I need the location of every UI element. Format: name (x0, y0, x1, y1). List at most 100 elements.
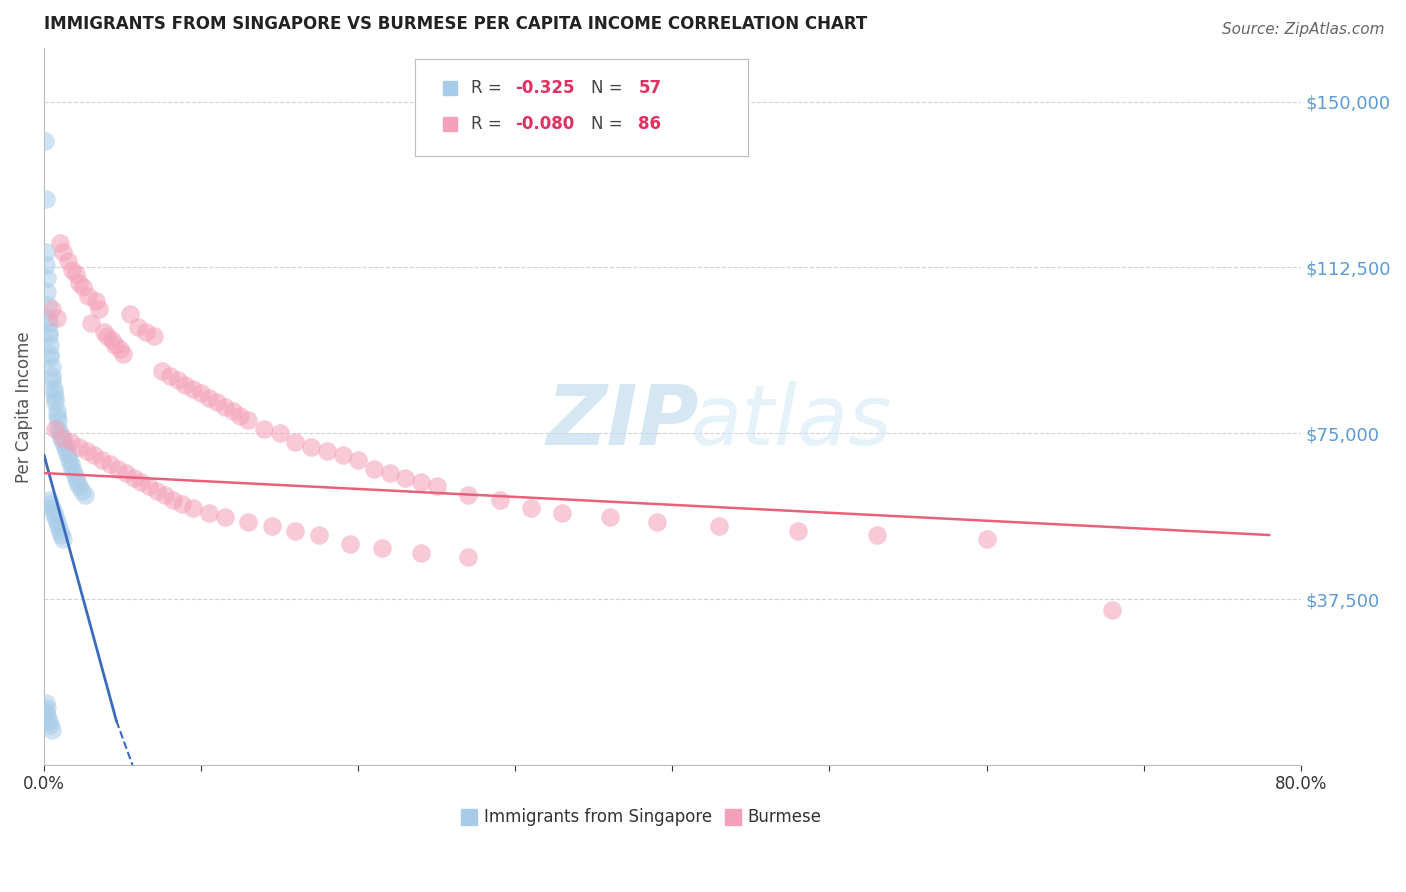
Point (35, 271, 58, 285)
Point (59, 435, 82, 450)
Text: IMMIGRANTS FROM SINGAPORE VS BURMESE PER CAPITA INCOME CORRELATION CHART: IMMIGRANTS FROM SINGAPORE VS BURMESE PER… (44, 15, 868, 33)
Point (159, 368, 181, 383)
Point (46, 519, 69, 533)
Point (198, 391, 221, 405)
Point (332, 449, 354, 463)
Point (221, 404, 243, 418)
Point (37, 700, 59, 714)
Point (409, 546, 432, 560)
Point (45, 404, 67, 418)
Point (46, 422, 69, 436)
Point (34, 705, 56, 719)
Point (98, 457, 121, 471)
Point (44, 395, 66, 409)
Point (65, 470, 87, 484)
Point (56, 449, 79, 463)
Point (52, 533, 75, 547)
Point (135, 325, 157, 339)
Point (52, 435, 75, 450)
Point (205, 395, 228, 409)
Point (70, 483, 93, 498)
Point (37, 298, 59, 312)
Point (284, 524, 307, 538)
Point (41, 723, 63, 737)
Point (253, 422, 276, 436)
Text: -0.325: -0.325 (516, 78, 575, 97)
Point (599, 510, 621, 524)
Text: atlas: atlas (690, 381, 893, 461)
Point (49, 426, 72, 441)
Point (41, 368, 63, 383)
Point (39, 718, 62, 732)
Text: ZIP: ZIP (546, 381, 699, 461)
Point (153, 488, 176, 502)
Point (42, 506, 65, 520)
Point (55, 444, 77, 458)
Text: Source: ZipAtlas.com: Source: ZipAtlas.com (1222, 22, 1385, 37)
Point (339, 537, 361, 551)
Point (347, 452, 370, 467)
Point (520, 501, 543, 516)
Point (84, 293, 107, 308)
Point (166, 373, 188, 387)
Point (59, 457, 82, 471)
Point (38, 492, 60, 507)
Text: Immigrants from Singapore: Immigrants from Singapore (484, 807, 711, 826)
Y-axis label: Per Capita Income: Per Capita Income (15, 331, 32, 483)
Point (35, 258, 58, 272)
Text: Burmese: Burmese (748, 807, 821, 826)
Point (214, 400, 236, 414)
Point (162, 492, 184, 507)
Point (409, 475, 432, 489)
Point (45, 409, 67, 423)
Point (371, 541, 394, 556)
Point (34, 696, 56, 710)
Point (60, 461, 83, 475)
Point (41, 501, 63, 516)
Point (238, 413, 260, 427)
Point (41, 359, 63, 374)
Point (51, 528, 73, 542)
Point (787, 524, 810, 538)
Point (114, 466, 136, 480)
Point (45, 515, 67, 529)
Point (83, 449, 105, 463)
Text: N =: N = (591, 115, 627, 133)
Point (100, 334, 122, 348)
Point (67, 479, 90, 493)
Point (52, 431, 75, 445)
Point (214, 510, 236, 524)
Point (190, 386, 212, 401)
Point (34, 192, 56, 206)
Point (38, 714, 60, 728)
Point (66, 475, 89, 489)
Point (363, 461, 385, 475)
Text: 57: 57 (638, 78, 662, 97)
Point (488, 492, 510, 507)
Point (426, 479, 449, 493)
Point (269, 426, 291, 441)
Point (52, 244, 75, 259)
Point (308, 528, 330, 542)
Point (457, 488, 479, 502)
Point (72, 280, 94, 294)
Point (108, 343, 131, 357)
Point (49, 524, 72, 538)
Point (1101, 603, 1123, 617)
Point (56, 253, 79, 268)
Point (284, 435, 307, 450)
Point (53, 440, 76, 454)
Point (39, 346, 62, 360)
Point (38, 316, 60, 330)
Point (976, 533, 998, 547)
Point (42, 382, 65, 396)
Point (91, 452, 114, 467)
Point (174, 377, 197, 392)
Point (42, 386, 65, 401)
Point (38, 329, 60, 343)
Point (127, 320, 149, 334)
Text: R =: R = (471, 115, 508, 133)
Point (41, 302, 63, 317)
Point (181, 382, 204, 396)
Point (44, 510, 66, 524)
